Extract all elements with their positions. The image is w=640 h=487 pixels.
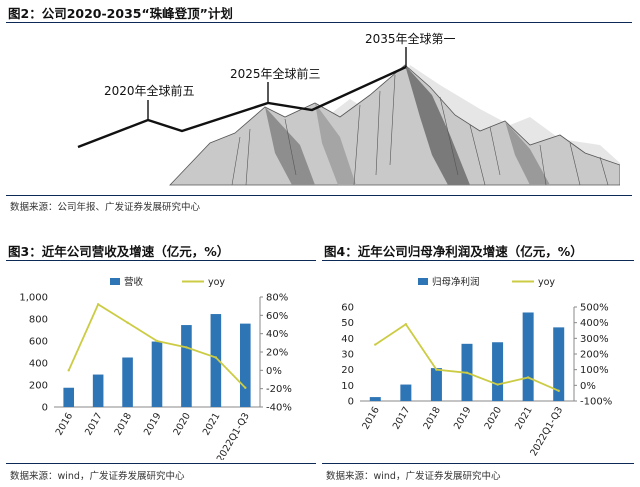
bar-2022Q1-Q3 (239, 323, 251, 407)
left-y-tick-label: 600 (29, 337, 48, 348)
figure3-source-rule (6, 463, 316, 464)
yoy-point-2016 (67, 369, 70, 372)
yoy-point-2022Q1-Q3 (557, 389, 560, 393)
right-y-tick-label: 0% (266, 366, 282, 377)
bar-2021 (210, 314, 222, 407)
mountain-shape-main (169, 64, 620, 186)
figure4-source-rule (322, 463, 634, 464)
right-y-tick-label: 500% (580, 303, 609, 314)
figure2-title: 图2：公司2020-2035“珠峰登顶”计划 (8, 6, 233, 21)
revenue-chart: 0 200 400 600 800 1,000 -40% -20% 0% 20% 40% 60% 80%… (19, 276, 292, 460)
left-y-tick-label: 0 (42, 403, 48, 414)
left-y-tick-label: 30 (341, 350, 354, 361)
yoy-point-2016 (374, 343, 377, 346)
mountain-illustration: 2020年全球前五 2025年全球前三 2035年全球第一 (77, 31, 620, 186)
right-y-tick-label: -20% (266, 384, 292, 395)
x-tick-label: 2016 (54, 411, 76, 437)
legend-bar-swatch (418, 278, 428, 285)
x-tick-label: 2020 (483, 405, 505, 431)
bar-2022Q1-Q3 (553, 327, 565, 401)
net-profit-chart: 0 10 20 30 40 50 60 -100% 0% 100% 200% 300% 400% 500%… (341, 276, 612, 458)
x-tick-label: 2019 (452, 405, 474, 431)
bar-2021 (522, 312, 534, 401)
legend-line-label: yoy (208, 277, 225, 288)
right-y-tick-label: 200% (580, 350, 609, 361)
milestone-label-2035: 2035年全球第一 (365, 31, 456, 46)
yoy-point-2022Q1-Q3 (244, 386, 247, 389)
x-tick-label: 2017 (391, 405, 413, 431)
x-tick-label: 2021 (513, 405, 535, 431)
yoy-point-2021 (214, 356, 218, 359)
right-y-tick-label: 80% (266, 293, 288, 304)
yoy-point-2019 (465, 371, 469, 374)
figure3-title: 图3：近年公司营收及增速（亿元，%） (8, 244, 230, 259)
legend-bar-label: 营收 (124, 276, 144, 288)
right-y-tick-label: -40% (266, 403, 292, 414)
legend-bar-swatch (110, 278, 120, 285)
mountain-shadow-4 (315, 103, 356, 185)
yoy-point-2018 (435, 368, 438, 371)
milestone-label-2025: 2025年全球前三 (230, 66, 321, 81)
bar-2018 (122, 357, 133, 407)
yoy-point-2020 (185, 346, 188, 349)
figure3-title-rule (6, 260, 316, 261)
figure3-source: 数据来源：wind，广发证券发展研究中心 (10, 471, 185, 482)
right-y-tick-label: 300% (580, 334, 609, 345)
left-y-tick-label: 1,000 (19, 293, 48, 304)
x-tick-label: 2022Q1-Q3 (528, 405, 565, 458)
right-y-tick-label: -100% (580, 397, 612, 408)
yoy-point-2017 (96, 303, 100, 306)
bar-2017 (400, 384, 412, 401)
yoy-point-2020 (496, 383, 499, 386)
x-tick-label: 2019 (142, 411, 164, 437)
bar-2017 (92, 374, 104, 407)
left-y-tick-label: 20 (341, 365, 354, 376)
figure4-title-rule (322, 260, 634, 261)
x-tick-label: 2018 (113, 411, 135, 437)
left-y-tick-label: 800 (29, 315, 48, 326)
right-y-tick-label: 60% (266, 311, 288, 322)
left-y-tick-label: 50 (341, 318, 354, 329)
mountain-shadow-2 (405, 65, 470, 185)
figure4-source: 数据来源：wind，广发证券发展研究中心 (326, 471, 501, 482)
figure2-source: 数据来源：公司年报、广发证券发展研究中心 (10, 202, 201, 213)
figure2-source-rule (6, 195, 632, 196)
legend-line-label: yoy (538, 277, 555, 288)
figure4-title: 图4：近年公司归母净利润及增速（亿元，%） (324, 244, 583, 259)
x-tick-label: 2017 (83, 411, 105, 437)
x-tick-label: 2016 (360, 405, 382, 431)
left-y-tick-label: 40 (341, 334, 354, 345)
x-tick-label: 2018 (421, 405, 443, 431)
bar-2016 (63, 387, 75, 407)
left-y-tick-label: 10 (341, 381, 354, 392)
x-tick-label: 2020 (171, 411, 193, 437)
bar-2016 (369, 397, 381, 401)
right-y-tick-label: 40% (266, 329, 288, 340)
bar-2020 (492, 342, 504, 401)
right-y-tick-label: 400% (580, 318, 609, 329)
bar-2019 (151, 341, 163, 407)
right-y-tick-label: 0% (580, 381, 596, 392)
legend-bar-label: 归母净利润 (432, 276, 480, 288)
milestone-label-2020: 2020年全球前五 (104, 83, 195, 98)
mountain-shadow-3 (505, 121, 550, 185)
left-y-tick-label: 0 (348, 397, 354, 408)
mountain-hatching (231, 74, 609, 186)
yoy-point-2018 (126, 321, 129, 324)
left-y-tick-label: 400 (29, 359, 48, 370)
x-tick-label: 2021 (201, 411, 223, 437)
right-y-tick-label: 100% (580, 365, 609, 376)
plan-ridge-line (77, 65, 407, 149)
yoy-point-2019 (155, 339, 159, 343)
yoy-point-2021 (526, 376, 530, 379)
yoy-point-2017 (404, 323, 408, 326)
left-y-tick-label: 60 (341, 303, 354, 314)
figure2-title-rule (6, 22, 632, 23)
left-y-tick-label: 200 (29, 381, 48, 392)
right-y-tick-label: 20% (266, 348, 288, 359)
bar-2018 (430, 368, 442, 401)
bar-2020 (181, 325, 192, 407)
